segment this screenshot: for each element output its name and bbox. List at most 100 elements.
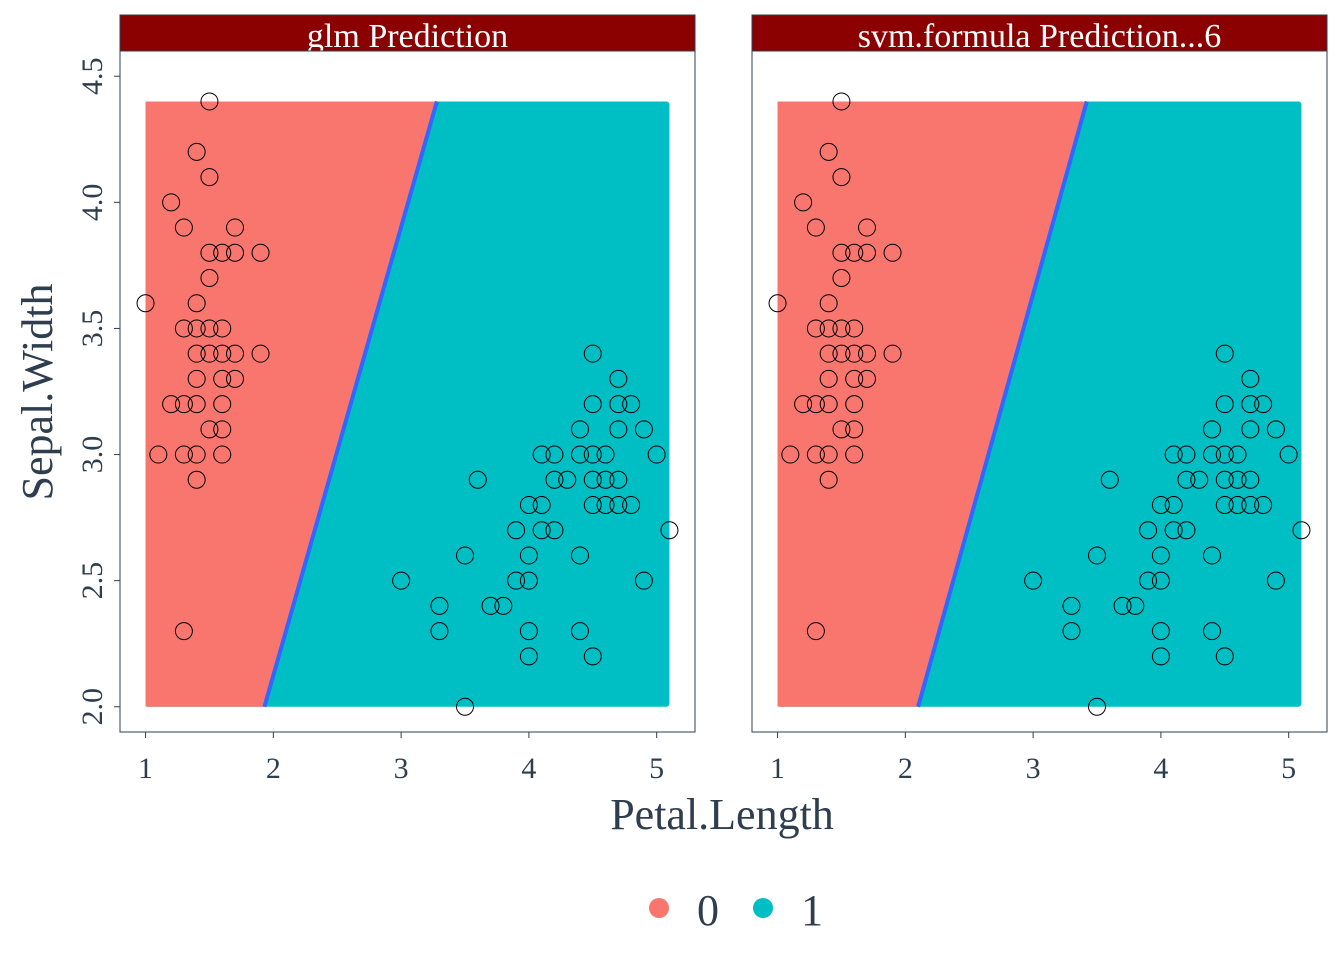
x-tick-label: 5 bbox=[649, 752, 664, 785]
region-class-0 bbox=[777, 101, 1087, 707]
data-point bbox=[174, 622, 193, 641]
x-tick-label: 4 bbox=[521, 752, 536, 785]
data-point bbox=[545, 521, 564, 540]
data-point bbox=[845, 344, 864, 363]
data-point bbox=[251, 243, 270, 262]
data-point bbox=[162, 395, 181, 414]
data-point bbox=[519, 546, 538, 565]
y-axis-title: Sepal.Width bbox=[13, 284, 62, 501]
data-point bbox=[532, 521, 551, 540]
data-point bbox=[1164, 521, 1183, 540]
data-point bbox=[832, 243, 851, 262]
data-point bbox=[200, 344, 219, 363]
data-point bbox=[819, 445, 838, 464]
data-point bbox=[187, 470, 206, 489]
data-point bbox=[1062, 622, 1081, 641]
data-point bbox=[596, 470, 615, 489]
data-point bbox=[174, 218, 193, 237]
data-point bbox=[1151, 496, 1170, 514]
data-point bbox=[819, 319, 838, 338]
decision-boundary bbox=[262, 100, 439, 708]
data-point bbox=[213, 344, 232, 363]
data-point bbox=[532, 445, 551, 464]
data-point bbox=[494, 596, 513, 615]
data-point bbox=[456, 697, 474, 716]
data-point bbox=[187, 142, 206, 161]
data-point bbox=[532, 496, 551, 514]
x-tick-label: 3 bbox=[394, 752, 409, 785]
data-point bbox=[660, 521, 679, 540]
x-tick-label: 3 bbox=[1026, 752, 1041, 785]
data-point bbox=[392, 571, 411, 590]
panel-1: glm Prediction 1 2 3 4 5 2.0 2.5 3.0 3.5 4.0 4.5 bbox=[76, 14, 696, 785]
data-point bbox=[858, 243, 876, 262]
panel-title: glm Prediction bbox=[307, 18, 508, 55]
data-point bbox=[583, 496, 602, 514]
data-point bbox=[187, 395, 206, 414]
data-point bbox=[1203, 622, 1221, 641]
data-point bbox=[781, 445, 800, 464]
data-point bbox=[1215, 344, 1234, 363]
data-point bbox=[200, 420, 219, 439]
x-axis-title: Petal.Length bbox=[610, 790, 834, 839]
data-point bbox=[832, 269, 851, 287]
x-tick-label: 2 bbox=[898, 752, 913, 785]
data-point bbox=[806, 319, 825, 338]
data-point bbox=[226, 344, 244, 363]
data-point bbox=[1190, 470, 1209, 489]
panel-strip bbox=[751, 14, 1328, 52]
data-point bbox=[519, 647, 538, 666]
data-point bbox=[1228, 445, 1247, 464]
data-point bbox=[794, 395, 813, 414]
data-point bbox=[1139, 521, 1158, 540]
data-point bbox=[1215, 496, 1234, 514]
data-point bbox=[1151, 622, 1170, 641]
data-point bbox=[187, 319, 206, 338]
data-point bbox=[1151, 571, 1170, 590]
data-point bbox=[226, 243, 244, 262]
data-point bbox=[213, 243, 232, 262]
data-point bbox=[858, 344, 876, 363]
data-point bbox=[858, 369, 876, 388]
data-point bbox=[571, 546, 589, 565]
data-point bbox=[1241, 470, 1260, 489]
data-point bbox=[1177, 470, 1196, 489]
x-tick-label: 2 bbox=[266, 752, 281, 785]
data-point bbox=[819, 344, 838, 363]
panel-strip bbox=[119, 14, 696, 52]
data-point bbox=[1203, 546, 1221, 565]
data-point bbox=[1203, 420, 1221, 439]
data-point bbox=[1024, 571, 1043, 590]
data-point bbox=[1254, 395, 1273, 414]
data-point bbox=[187, 344, 206, 363]
data-point bbox=[200, 269, 219, 287]
data-point bbox=[647, 445, 666, 464]
data-point bbox=[571, 622, 589, 641]
data-point bbox=[149, 445, 168, 464]
data-point bbox=[583, 344, 602, 363]
data-point bbox=[819, 294, 838, 313]
data-point bbox=[845, 445, 864, 464]
data-point bbox=[832, 92, 851, 111]
data-point bbox=[609, 395, 628, 414]
data-point bbox=[1241, 496, 1260, 514]
data-point bbox=[1215, 470, 1234, 489]
data-point bbox=[162, 193, 181, 212]
data-point bbox=[845, 395, 864, 414]
data-point bbox=[430, 596, 449, 615]
data-point bbox=[832, 420, 851, 439]
data-point bbox=[1088, 546, 1106, 565]
data-point bbox=[832, 319, 851, 338]
data-point bbox=[583, 395, 602, 414]
data-point bbox=[1126, 596, 1145, 615]
data-point bbox=[806, 395, 825, 414]
data-point bbox=[634, 420, 653, 439]
panel-2: svm.formula Prediction...6 1 2 3 4 5 bbox=[751, 14, 1328, 785]
data-point bbox=[1241, 420, 1260, 439]
data-point bbox=[845, 369, 864, 388]
data-point bbox=[1100, 470, 1119, 489]
data-point bbox=[200, 319, 219, 338]
data-point bbox=[558, 470, 577, 489]
data-point bbox=[1292, 521, 1311, 540]
